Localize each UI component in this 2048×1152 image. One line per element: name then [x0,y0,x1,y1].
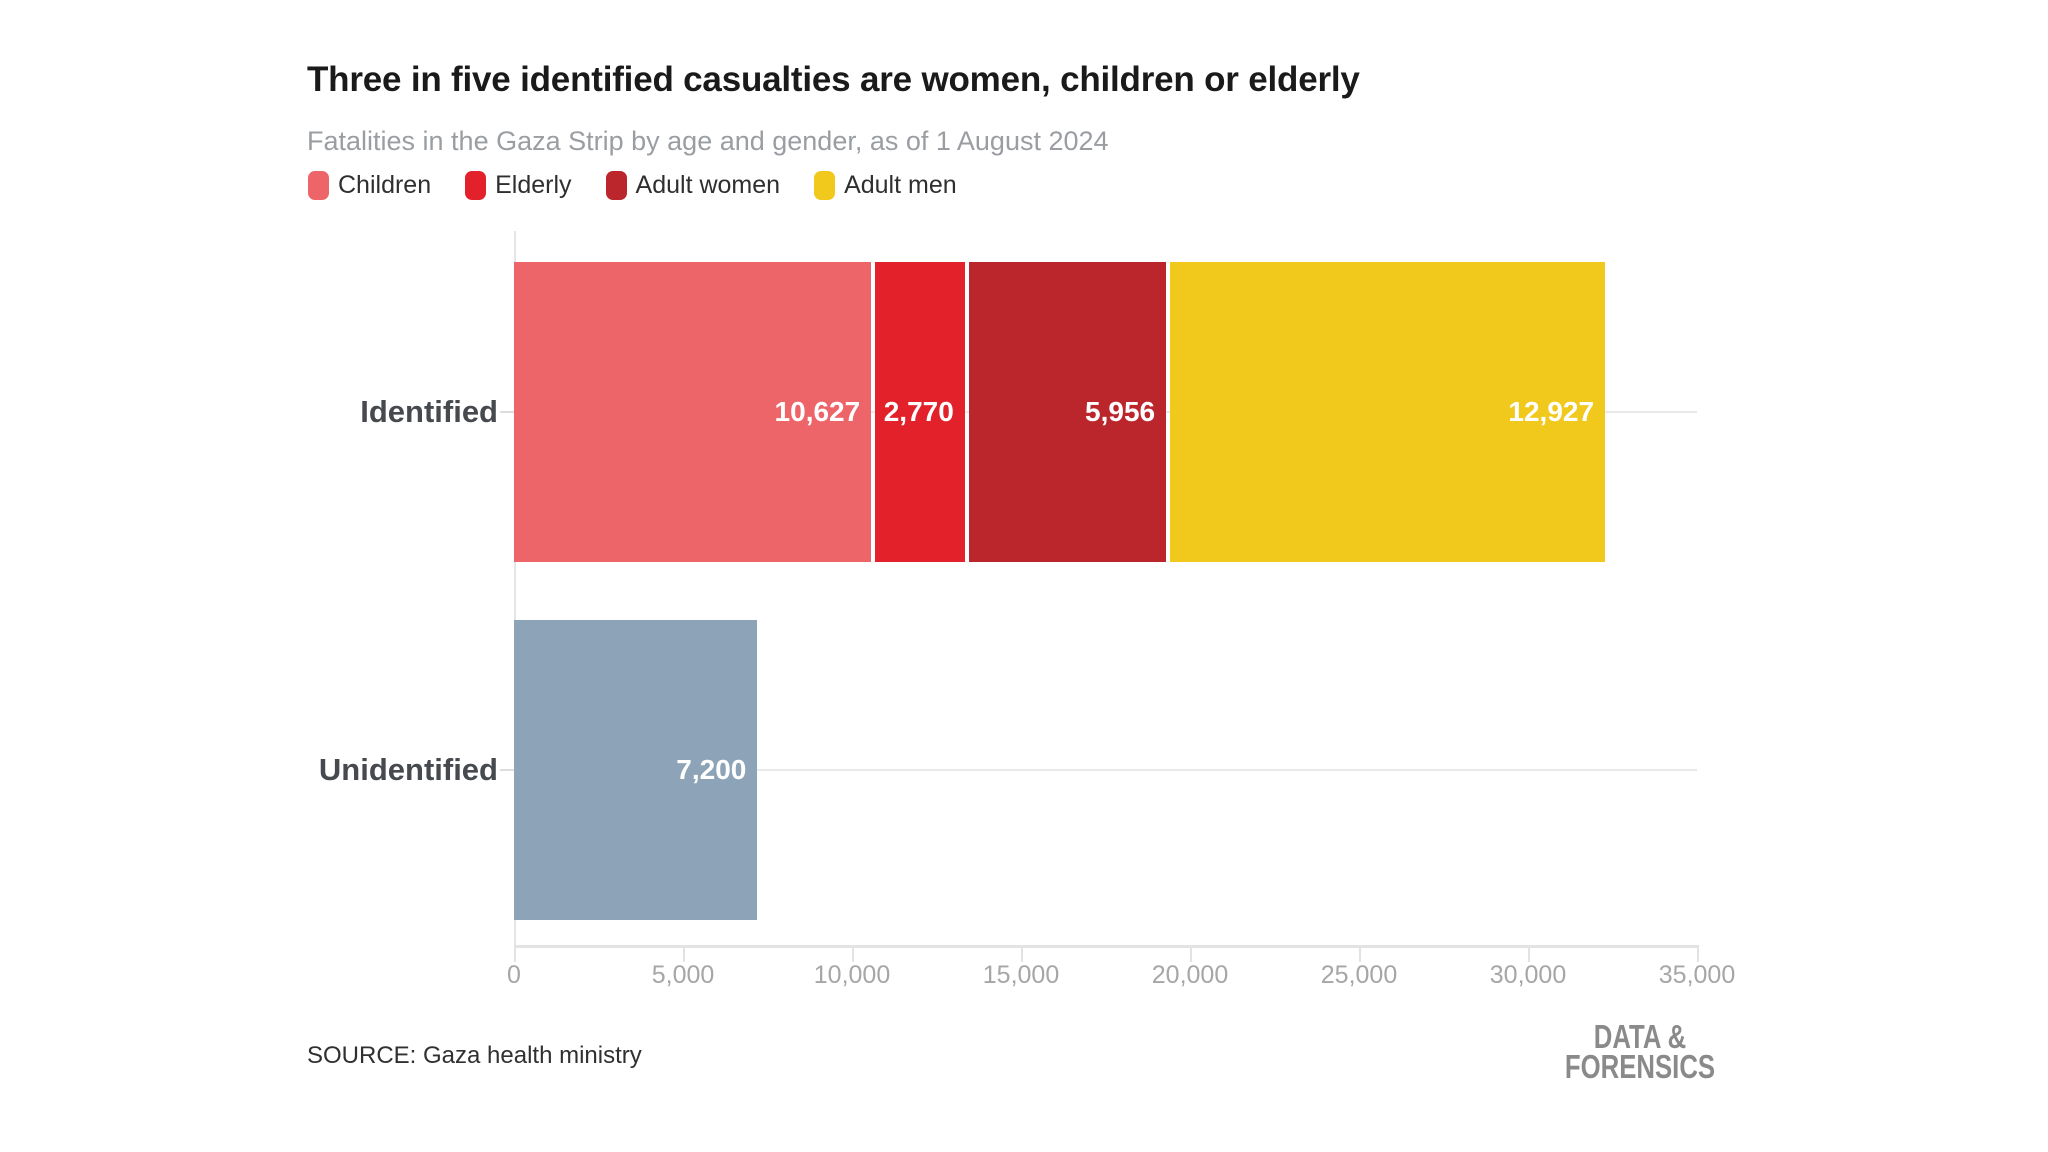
bar-value-label: 7,200 [676,754,747,785]
x-axis-tick-label: 5,000 [651,961,715,989]
bar-value-label: 12,927 [1508,396,1595,427]
x-axis-tick-label: 10,000 [813,961,891,989]
x-axis-tick [683,946,685,962]
x-axis-tick-label: 35,000 [1658,961,1736,989]
legend-label: Elderly [495,171,572,199]
logo-line-1: DATA & [1593,1018,1687,1055]
data-forensics-logo: DATA & FORENSICS [1546,1018,1733,1086]
x-axis-tick-label: 0 [507,961,521,989]
logo-line-2: FORENSICS [1564,1048,1716,1086]
category-label-identified: Identified [360,394,498,429]
legend: Children Elderly Adult women Adult men [308,171,957,200]
source-note: SOURCE: Gaza health ministry [307,1042,642,1069]
legend-swatch-adult-women [605,171,627,200]
x-axis-tick [514,946,516,962]
row-gridline [514,769,1697,771]
x-axis-line [514,945,1699,948]
legend-label: Adult men [844,171,957,199]
bar-segment-elderly: 2,770 [875,262,965,562]
legend-item-elderly: Elderly [465,171,572,200]
x-axis-tick [1021,946,1023,962]
x-axis-tick [852,946,854,962]
legend-item-adult-men: Adult men [814,171,957,200]
bar-segment-adult-men: 12,927 [1170,262,1606,562]
legend-swatch-adult-men [814,171,836,200]
x-axis-tick [1697,946,1699,962]
category-tick [500,411,514,413]
bar-value-label: 10,627 [774,396,861,427]
bar-value-label: 2,770 [883,396,954,427]
legend-swatch-elderly [465,171,487,200]
bar-segment-unidentified: 7,200 [514,620,758,920]
chart-subtitle: Fatalities in the Gaza Strip by age and … [307,126,1109,156]
legend-item-children: Children [308,171,431,200]
y-axis-line [514,231,516,946]
x-axis-tick [1528,946,1530,962]
x-axis-tick-label: 30,000 [1489,961,1567,989]
legend-item-adult-women: Adult women [605,171,781,200]
category-label-unidentified: Unidentified [318,752,498,787]
bar-segment-children: 10,627 [514,262,872,562]
category-tick [500,769,514,771]
x-axis-tick [1359,946,1361,962]
x-axis-tick-label: 20,000 [1151,961,1229,989]
bar-segment-adult-women: 5,956 [968,262,1167,562]
legend-label: Children [338,171,432,199]
chart-title: Three in five identified casualties are … [307,60,1360,99]
x-axis-tick [1190,946,1192,962]
x-axis-tick-label: 25,000 [1320,961,1398,989]
legend-label: Adult women [635,171,781,199]
x-axis-tick-label: 15,000 [982,961,1060,989]
legend-swatch-children [308,171,329,200]
bar-value-label: 5,956 [1085,396,1156,427]
